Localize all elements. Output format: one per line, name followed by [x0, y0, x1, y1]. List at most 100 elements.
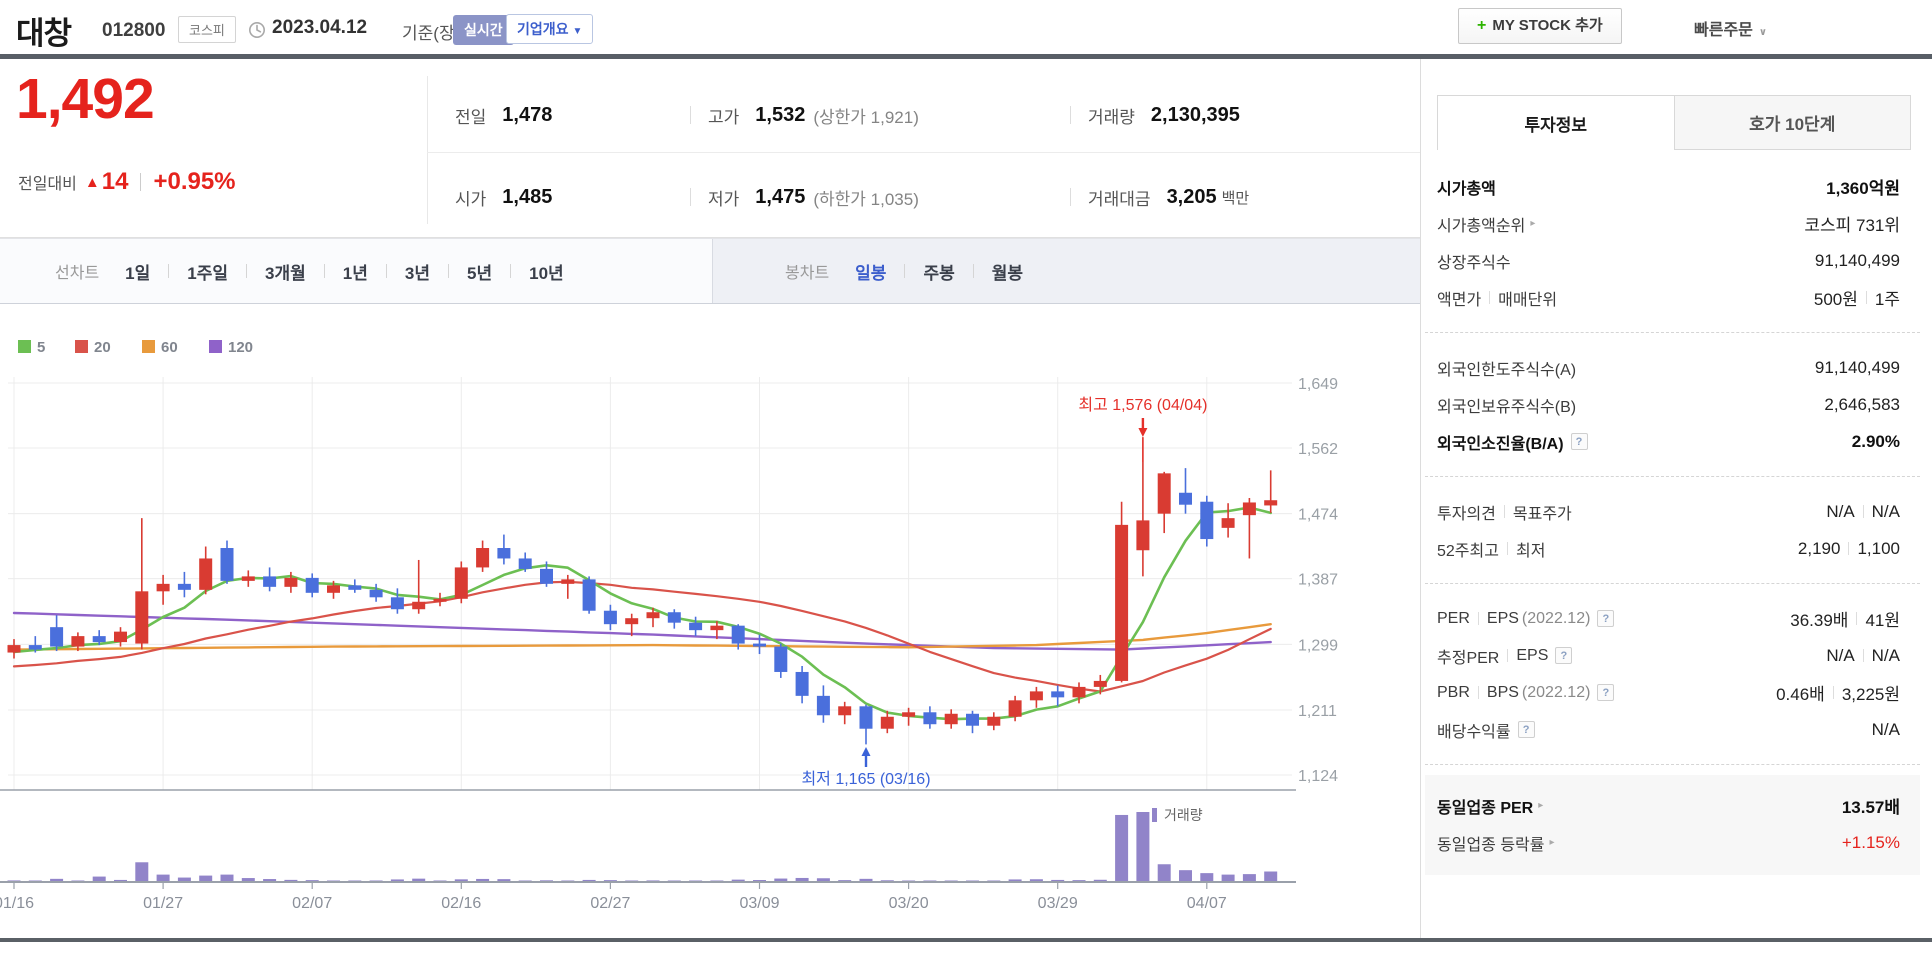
divider — [1477, 612, 1479, 625]
open-price-cell: 시가 1,485 — [455, 178, 552, 216]
row-label: PER EPS (2022.12)? — [1437, 609, 1615, 628]
row-week52-high-low: 52주최고 최저 2,190 1,100 — [1437, 530, 1908, 567]
volume-bars — [7, 812, 1278, 882]
page-title: 대창 — [16, 16, 72, 51]
divider — [246, 264, 248, 278]
period-note: (2022.12) — [1521, 609, 1591, 627]
realtime-button[interactable]: 실시간 — [453, 15, 514, 45]
row-par-value-trading-unit: 액면가 매매단위 500원 1주 — [1437, 279, 1908, 316]
low-price-cell: 저가 1,475 (하한가 1,035) — [708, 178, 919, 216]
ma20-line — [12, 580, 1272, 693]
tab-1일[interactable]: 1일 — [125, 263, 151, 283]
row-value: N/A N/A — [1826, 501, 1900, 521]
help-icon[interactable]: ? — [1570, 433, 1588, 450]
header-divider — [0, 54, 1932, 59]
tab-3년[interactable]: 3년 — [404, 263, 430, 283]
row-value: 2.90% — [1851, 431, 1900, 451]
divider — [427, 152, 1420, 153]
help-icon[interactable]: ? — [1555, 647, 1573, 664]
row-value: 0.46배 3,225원 — [1776, 685, 1900, 704]
svg-text:최저 1,165 (03/16): 최저 1,165 (03/16) — [801, 770, 930, 788]
chevron-down-icon: ∨ — [1758, 27, 1768, 38]
candle-chart-tabs: 봉차트 일봉 주봉 월봉 — [785, 239, 1027, 303]
lower-limit: (하한가 1,035) — [813, 189, 919, 209]
row-label: 외국인소진율(B/A)? — [1437, 430, 1588, 454]
sidebar-tabs: 투자정보 호가 10단계 — [1437, 95, 1911, 150]
prev-close-cell: 전일 1,478 — [455, 96, 552, 134]
row-pbr-bps: PBR BPS (2022.12)? 0.46배 3,225원 — [1437, 674, 1908, 711]
tab-1주일[interactable]: 1주일 — [187, 263, 229, 283]
add-mystock-button[interactable]: + MY STOCK 추가 — [1458, 8, 1622, 44]
tab-3개월[interactable]: 3개월 — [265, 263, 306, 283]
help-icon[interactable]: ? — [1597, 684, 1615, 701]
upper-limit: (상한가 1,921) — [813, 107, 919, 127]
row-industry-per: 동일업종 PER ▸ 13.57배 — [1437, 787, 1908, 824]
divider — [385, 264, 387, 278]
tab-1년[interactable]: 1년 — [342, 263, 368, 283]
row-market-cap: 시가총액 1,360억원 — [1437, 168, 1908, 205]
divider — [972, 264, 974, 278]
tab-group-title: 선차트 — [55, 265, 100, 282]
detail-arrow-icon[interactable]: ▸ — [1549, 837, 1555, 848]
change-percent: +0.95% — [153, 168, 236, 195]
tab-10년[interactable]: 10년 — [529, 263, 564, 283]
change-label: 전일대비 — [18, 176, 77, 193]
stock-candlestick-chart: 1,649 1,562 1,474 1,387 1,299 1,211 1,124 5 20 60… — [0, 339, 1338, 912]
tab-월봉[interactable]: 월봉 — [991, 263, 1024, 283]
row-shares-outstanding: 상장주식수 91,140,499 — [1437, 242, 1908, 279]
detail-arrow-icon[interactable]: ▸ — [1530, 218, 1536, 229]
high-annotation: 최고 1,576 (04/04) — [1078, 396, 1207, 462]
dashed-divider — [1425, 332, 1920, 333]
help-icon[interactable]: ? — [1517, 721, 1535, 738]
row-value: 500원 1주 — [1813, 290, 1900, 309]
svg-text:1,649: 1,649 — [1298, 376, 1338, 393]
divider — [1420, 59, 1421, 938]
prev-close-label: 전일 — [455, 107, 487, 127]
candles — [7, 437, 1278, 745]
current-price: 1,492 — [16, 67, 155, 131]
svg-text:03/20: 03/20 — [889, 895, 929, 912]
prev-close-value: 1,478 — [502, 103, 553, 126]
quick-order-button[interactable]: 빠른주문 ∨ — [1694, 16, 1767, 40]
line-chart-tabs: 선차트 1일 1주일 3개월 1년 3년 5년 10년 — [55, 238, 568, 304]
chevron-down-icon: ▼ — [572, 26, 583, 37]
row-value: 36.39배 41원 — [1790, 611, 1900, 630]
row-value: 1,360억원 — [1826, 179, 1900, 198]
row-label: 시가총액 — [1437, 180, 1496, 198]
row-label: 52주최고 최저 — [1437, 542, 1546, 560]
divider — [448, 264, 449, 278]
row-label: 외국인한도주식수(A) — [1437, 361, 1577, 379]
up-triangle-icon: ▲ — [84, 173, 100, 191]
tab-주봉[interactable]: 주봉 — [923, 263, 955, 283]
detail-arrow-icon[interactable]: ▸ — [1538, 800, 1544, 811]
sidebar-group: 외국인한도주식수(A) 91,140,499 외국인보유주식수(B) 2,646,58… — [1425, 343, 1920, 466]
divider — [1862, 649, 1864, 662]
tab-5년[interactable]: 5년 — [467, 263, 493, 283]
trade-value-cell: 거래대금 3,205 백만 — [1088, 178, 1249, 216]
clock-icon — [249, 22, 265, 38]
tab-일봉[interactable]: 일봉 — [855, 263, 887, 283]
divider — [690, 106, 691, 124]
page-bottom-divider — [0, 938, 1932, 942]
help-icon[interactable]: ? — [1597, 610, 1615, 627]
open-label: 시가 — [455, 189, 487, 209]
divider — [0, 237, 1420, 238]
divider — [1489, 291, 1491, 304]
divider — [1862, 505, 1864, 518]
row-label: 외국인보유주식수(B) — [1437, 398, 1577, 416]
row-label: 동일업종 PER ▸ — [1437, 799, 1544, 817]
quick-order-label: 빠른주문 — [1694, 22, 1753, 39]
company-overview-label: 기업개요 — [517, 21, 569, 37]
company-overview-button[interactable]: 기업개요 ▼ — [506, 14, 594, 44]
tab-invest-info[interactable]: 투자정보 — [1437, 95, 1675, 150]
divider — [1865, 291, 1867, 304]
row-market-cap-rank: 시가총액순위 ▸ 코스피 731위 — [1437, 205, 1908, 242]
divider — [168, 264, 170, 278]
divider — [1856, 612, 1858, 625]
svg-text:1,562: 1,562 — [1298, 441, 1338, 458]
sidebar-group: 동일업종 PER ▸ 13.57배 동일업종 등락률 ▸ +1.15% — [1425, 775, 1920, 875]
row-value: 2,646,583 — [1824, 394, 1900, 414]
tab-orderbook-10[interactable]: 호가 10단계 — [1674, 95, 1911, 150]
